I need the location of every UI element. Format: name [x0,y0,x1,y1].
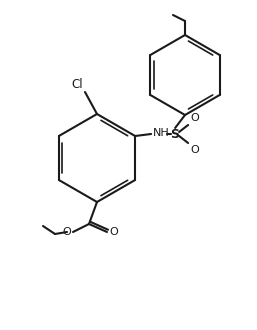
Text: S: S [171,127,180,141]
Text: O: O [109,227,118,237]
Text: O: O [190,145,199,155]
Text: O: O [190,113,199,123]
Text: O: O [62,227,71,237]
Text: NH: NH [153,128,170,138]
Text: Cl: Cl [71,78,83,91]
